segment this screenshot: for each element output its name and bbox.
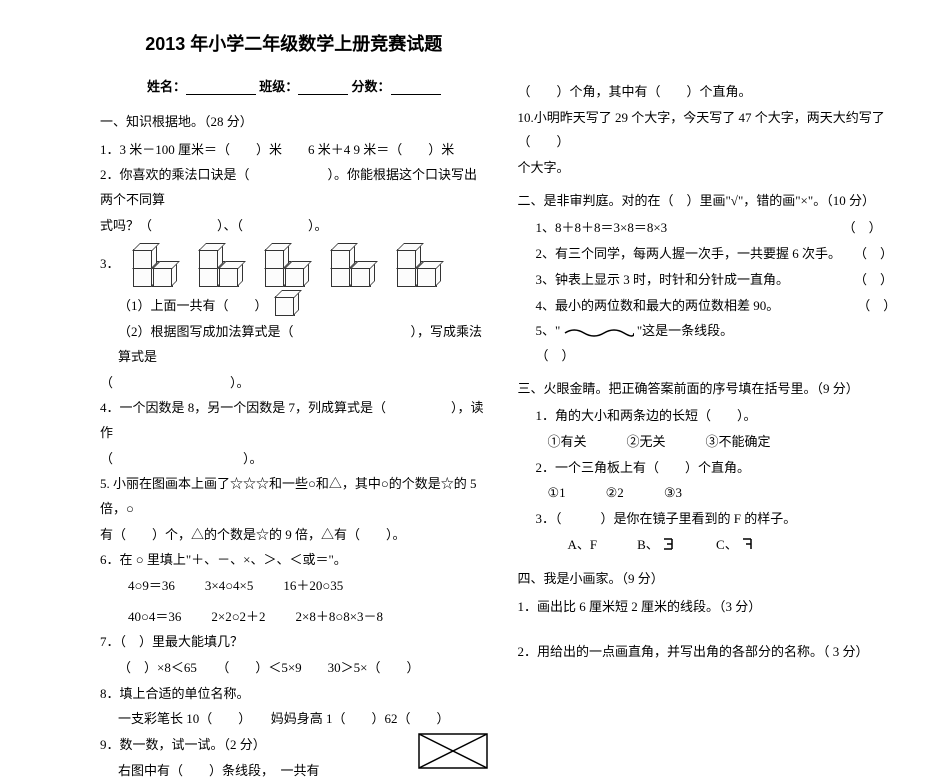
class-label: 班级： — [259, 79, 298, 94]
c2-options: ①1 ②2 ③3 — [518, 481, 906, 506]
q8b: 一支彩笔长 10（ ） 妈妈身高 1（ ）62（ ） — [100, 707, 488, 732]
q4a: 4．一个因数是 8，另一个因数是 7，列成算式是（ ），读作 — [100, 396, 488, 445]
q3-sub2a: （2）根据图写成加法算式是（ ），写成乘法算式是 — [100, 320, 488, 369]
j2: 2、有三个同学，每两人握一次手，一共要握 6 次手。 （ ） — [518, 242, 906, 267]
cube-group-1 — [133, 243, 177, 287]
rectangle-diagonals-icon — [418, 733, 488, 769]
q7a: 7．（ ）里最大能填几？ — [100, 630, 488, 655]
q6-r2-b: 2×2○2＋2 — [211, 605, 265, 630]
c1-opt2: ②无关 — [627, 430, 666, 455]
mirror-f-icon-1 — [662, 533, 676, 558]
score-blank — [391, 81, 441, 95]
q4b: （ ）。 — [100, 447, 488, 472]
d1: 1．画出比 6 厘米短 2 厘米的线段。（3 分） — [518, 595, 906, 620]
d2: 2．用给出的一点画直角，并写出角的各部分的名称。（ 3 分） — [518, 640, 906, 665]
q6-heading: 6．在 ○ 里填上"＋、－、×、＞、＜或＝"。 — [100, 548, 488, 573]
exam-title: 2013 年小学二年级数学上册竞赛试题 — [100, 30, 488, 56]
cube-group-3 — [265, 243, 309, 287]
q3-row: 3． — [100, 239, 488, 291]
section-1-heading: 一、知识根据地。（28 分） — [100, 110, 488, 135]
q8a: 8．填上合适的单位名称。 — [100, 682, 488, 707]
q6-row2: 40○4＝36 2×2○2＋2 2×8＋8○8×3－8 — [100, 605, 488, 630]
cube-group-5 — [397, 243, 441, 287]
j5: 5、" "这是一条线段。 （ ） — [518, 319, 906, 368]
j3: 3、钟表上显示 3 时，时针和分针成一直角。 （ ） — [518, 268, 906, 293]
section-3-heading: 三、火眼金睛。把正确答案前面的序号填在括号里。（9 分） — [518, 377, 906, 402]
q5b: 有（ ）个，△的个数是☆的 9 倍，△有（ ）。 — [100, 523, 488, 548]
cube-group-4 — [331, 243, 375, 287]
q6-r2-a: 40○4＝36 — [128, 605, 181, 630]
q7b: （ ）×8＜65 （ ）＜5×9 30＞5×（ ） — [100, 656, 488, 681]
q6-r1-a: 4○9＝36 — [128, 574, 175, 599]
q6-r1-b: 3×4○4×5 — [205, 574, 254, 599]
c3-optA: A、F — [568, 533, 598, 558]
q6-r2-c: 2×8＋8○8×3－8 — [296, 605, 384, 630]
cube-group-2 — [199, 243, 243, 287]
c3: 3．（ ）是你在镜子里看到的 F 的样子。 — [518, 507, 906, 532]
q10a: 10.小明昨天写了 29 个大字，今天写了 47 个大字，两天大约写了（ ） — [518, 106, 906, 155]
student-info-line: 姓名： 班级： 分数： — [100, 76, 488, 95]
class-blank — [298, 81, 348, 95]
c1-opt3: ③不能确定 — [706, 430, 771, 455]
c3-optB: B、 — [637, 533, 676, 558]
c1-options: ①有关 ②无关 ③不能确定 — [518, 430, 906, 455]
c1-opt1: ①有关 — [548, 430, 587, 455]
section-2-heading: 二、是非审判庭。对的在（ ）里画"√"，错的画"×"。（10 分） — [518, 189, 906, 214]
c2-opt2: ②2 — [606, 481, 624, 506]
q5a: 5. 小丽在图画本上画了☆☆☆和一些○和△，其中○的个数是☆的 5 倍，○ — [100, 472, 488, 521]
q3-sub2b: （ ）。 — [100, 371, 488, 396]
q6-r1-c: 16＋20○35 — [283, 574, 343, 599]
small-cube-icon — [275, 292, 299, 316]
c3-optC: C、 — [716, 533, 755, 558]
q10b: 个大字。 — [518, 156, 906, 181]
c1: 1．角的大小和两条边的长短（ ）。 — [518, 404, 906, 429]
name-blank — [186, 81, 256, 95]
q3-number: 3． — [100, 256, 120, 271]
q3-sub1: （1）上面一共有（ ） — [100, 292, 488, 319]
q2-line-b: 式吗？（ ）、（ ）。 — [100, 214, 488, 239]
name-label: 姓名： — [147, 79, 186, 94]
c3-options: A、F B、 C、 — [518, 533, 906, 558]
q9c: （ ）个角，其中有（ ）个直角。 — [518, 80, 906, 105]
section-4-heading: 四、我是小画家。（9 分） — [518, 567, 906, 592]
wavy-line-icon — [564, 327, 634, 337]
j4: 4、最小的两位数和最大的两位数相差 90。 （ ） — [518, 294, 906, 319]
q2-line-a: 2．你喜欢的乘法口诀是（ ）。你能根据这个口诀写出两个不同算 — [100, 163, 488, 212]
q9a: 9．数一数，试一试。（2 分） — [100, 733, 488, 758]
c2-opt1: ①1 — [548, 481, 566, 506]
c2: 2．一个三角板上有（ ）个直角。 — [518, 456, 906, 481]
c2-opt3: ③3 — [664, 481, 682, 506]
mirror-f-icon-2 — [741, 533, 755, 558]
q1: 1．3 米－100 厘米＝（ ）米 6 米＋4 9 米＝（ ）米 — [100, 138, 488, 163]
j1: 1、8＋8＋8＝3×8＝8×3 （ ） — [518, 216, 906, 241]
score-label: 分数： — [352, 79, 391, 94]
q6-row1: 4○9＝36 3×4○4×5 16＋20○35 — [100, 574, 488, 599]
